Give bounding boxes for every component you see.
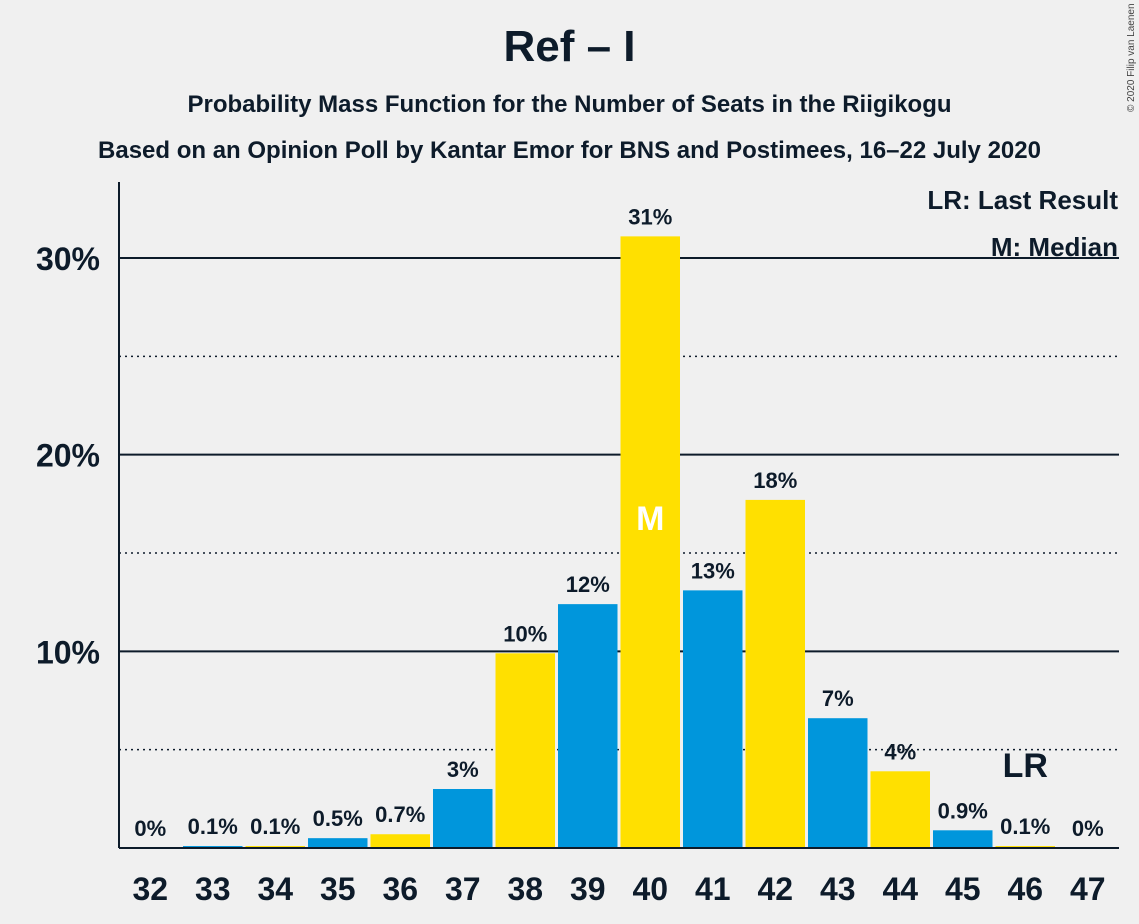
data-label: 0.5% bbox=[313, 806, 363, 831]
x-tick-label: 36 bbox=[382, 871, 418, 907]
bar-37 bbox=[433, 789, 493, 848]
bar-40 bbox=[620, 236, 680, 848]
data-label: 10% bbox=[503, 621, 547, 646]
chart-subtitle: Probability Mass Function for the Number… bbox=[187, 91, 952, 118]
x-tick-label: 45 bbox=[945, 871, 981, 907]
x-tick-label: 44 bbox=[882, 871, 918, 907]
x-tick-label: 42 bbox=[757, 871, 793, 907]
bar-36 bbox=[370, 834, 430, 848]
x-tick-label: 41 bbox=[695, 871, 731, 907]
chart-source-line: Based on an Opinion Poll by Kantar Emor … bbox=[98, 137, 1041, 164]
y-tick-label: 20% bbox=[36, 438, 100, 474]
legend: LR: Last Result M: Median bbox=[927, 185, 1118, 262]
data-label: 0.1% bbox=[250, 814, 300, 839]
legend-entry: M: Median bbox=[991, 232, 1118, 262]
data-label: 7% bbox=[822, 686, 854, 711]
data-label: 0.9% bbox=[938, 798, 988, 823]
data-label: 0.1% bbox=[188, 814, 238, 839]
x-tick-label: 35 bbox=[320, 871, 356, 907]
bar-43 bbox=[808, 718, 868, 848]
x-tick-label: 47 bbox=[1070, 871, 1106, 907]
x-tick-label: 40 bbox=[632, 871, 668, 907]
x-tick-label: 34 bbox=[257, 871, 293, 907]
bar-35 bbox=[308, 838, 368, 848]
bar-45 bbox=[933, 830, 993, 848]
x-tick-label: 32 bbox=[132, 871, 168, 907]
data-label: 12% bbox=[566, 572, 610, 597]
data-label: 0% bbox=[134, 816, 166, 841]
x-tick-label: 37 bbox=[445, 871, 481, 907]
data-label: 0.7% bbox=[375, 802, 425, 827]
legend-entry: LR: Last Result bbox=[927, 185, 1118, 215]
data-label: 31% bbox=[628, 204, 672, 229]
bars: 0% 0.1% 0.1% 0.5% 0.7% 3% 10% 12% 31% M 13% 18% 7% 4%… bbox=[134, 204, 1104, 848]
median-marker: M bbox=[636, 500, 664, 538]
y-tick-label: 30% bbox=[36, 241, 100, 277]
data-label: 0.1% bbox=[1000, 814, 1050, 839]
data-label: 4% bbox=[884, 739, 916, 764]
bar-38 bbox=[495, 653, 555, 848]
x-tick-label: 39 bbox=[570, 871, 606, 907]
data-label: 0% bbox=[1072, 816, 1104, 841]
x-tick-label: 33 bbox=[195, 871, 231, 907]
chart-title: Ref – I bbox=[503, 22, 636, 71]
gridlines bbox=[119, 257, 1119, 751]
axes: 10% 20% 30% 32 33 34 35 36 37 38 39 40 41 42 43 44 45 46 4… bbox=[36, 182, 1119, 907]
bar-42 bbox=[745, 499, 805, 848]
data-label: 18% bbox=[753, 468, 797, 493]
data-label: 3% bbox=[447, 757, 479, 782]
bar-44 bbox=[870, 771, 930, 848]
bar-41 bbox=[683, 590, 743, 848]
x-tick-label: 38 bbox=[507, 871, 543, 907]
y-tick-label: 10% bbox=[36, 634, 100, 670]
data-label: 13% bbox=[691, 558, 735, 583]
x-tick-label: 43 bbox=[820, 871, 856, 907]
last-result-marker: LR bbox=[1003, 747, 1048, 785]
x-tick-label: 46 bbox=[1007, 871, 1043, 907]
bar-39 bbox=[558, 604, 618, 848]
